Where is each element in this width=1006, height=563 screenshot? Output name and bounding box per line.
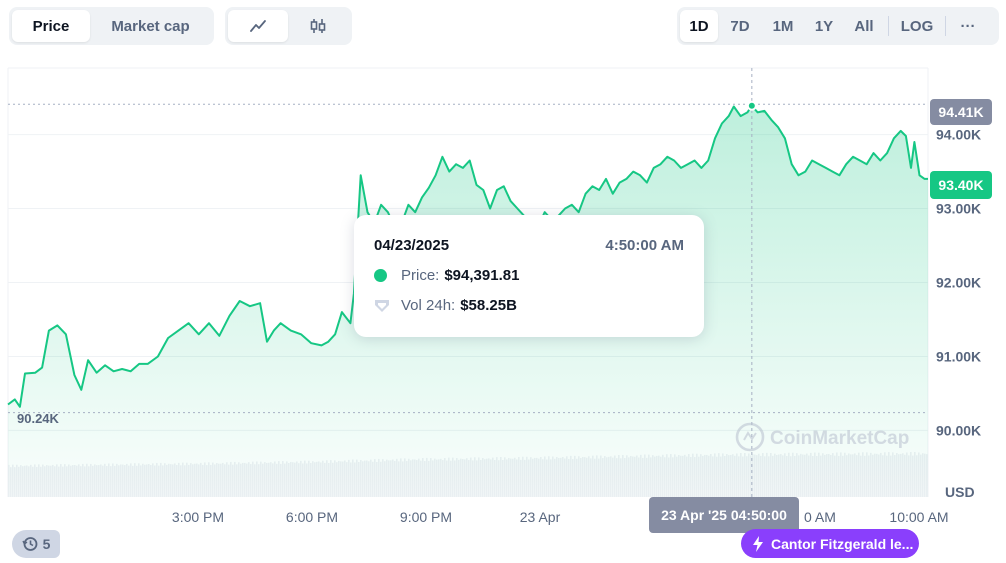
y-tick-label: 93.00K [936, 201, 981, 217]
tooltip-volume-value: $58.25B [460, 297, 517, 314]
y-tick-label: 94.00K [936, 127, 981, 143]
range-1y[interactable]: 1Y [814, 17, 834, 35]
line-chart-icon [250, 20, 266, 32]
tooltip-date: 04/23/2025 [374, 237, 450, 254]
news-event-badge[interactable]: Cantor Fitzgerald le... [741, 529, 919, 558]
hover-time-tag: 23 Apr '25 04:50:00 [649, 497, 799, 533]
range-1d[interactable]: 1D [680, 10, 718, 42]
tooltip-price-value: $94,391.81 [444, 267, 520, 284]
y-tick-label: 90.00K [936, 422, 981, 438]
hover-tooltip: 04/23/2025 4:50:00 AM Price: $94,391.81 … [354, 215, 704, 337]
y-tick-label: 92.00K [936, 275, 981, 291]
x-tick-label: 10:00 AM [889, 509, 948, 525]
news-label: Cantor Fitzgerald le... [771, 535, 914, 552]
range-all[interactable]: All [854, 17, 874, 35]
x-tick-label: 23 Apr [520, 509, 561, 525]
tab-market-cap[interactable]: Market cap [111, 17, 190, 35]
x-tick-label: 6:00 PM [286, 509, 338, 525]
hover-point [746, 100, 757, 111]
watermark: CoinMarketCap [735, 422, 909, 452]
high-price-tag: 94.41K [930, 99, 992, 125]
x-tick-label: 3:00 PM [172, 509, 224, 525]
coinmarketcap-logo-icon [735, 422, 765, 452]
metric-toggle: Price Market cap [9, 7, 214, 45]
current-price-tag: 93.40K [930, 171, 992, 199]
range-divider [888, 16, 889, 36]
y-axis-unit: USD [945, 484, 975, 500]
tab-price[interactable]: Price [12, 10, 90, 42]
history-button[interactable]: 5 [12, 530, 60, 558]
tooltip-volume-label: Vol 24h: [401, 297, 456, 314]
x-axis-labels: 3:00 PM 6:00 PM 9:00 PM 23 Apr 10:00 AM 0 AM [172, 509, 949, 525]
x-tick-label-partial: 0 AM [804, 509, 836, 525]
x-tick-label: 9:00 PM [400, 509, 452, 525]
candlestick-button[interactable] [288, 10, 348, 42]
log-scale-button[interactable]: LOG [900, 17, 934, 35]
more-options-button[interactable]: ··· [960, 17, 976, 35]
lightning-icon [753, 535, 763, 552]
history-count: 5 [42, 536, 51, 552]
y-tick-label: 91.00K [936, 348, 981, 364]
range-7d[interactable]: 7D [730, 17, 750, 35]
candlestick-icon [310, 19, 326, 33]
history-clock-icon [21, 537, 37, 551]
tooltip-price-row: Price: $94,391.81 [374, 267, 519, 284]
line-chart-button[interactable] [228, 10, 288, 42]
volume-shield-icon [375, 299, 389, 312]
y-axis-labels: 94.00K 93.00K 92.00K 91.00K 90.00K [936, 127, 981, 439]
low-price-label: 90.24K [17, 411, 60, 426]
range-1m[interactable]: 1M [772, 17, 794, 35]
range-toggle: 1D 7D 1M 1Y All LOG ··· [677, 7, 999, 45]
tooltip-time: 4:50:00 AM [605, 237, 684, 254]
tooltip-volume-row: Vol 24h: $58.25B [374, 297, 517, 314]
logo-mark [743, 431, 757, 441]
price-line [7, 104, 928, 408]
more-divider [945, 16, 946, 36]
tooltip-price-label: Price: [401, 267, 440, 284]
watermark-text: CoinMarketCap [770, 428, 909, 449]
price-dot-icon [374, 269, 387, 282]
chart-style-toggle [225, 7, 352, 45]
